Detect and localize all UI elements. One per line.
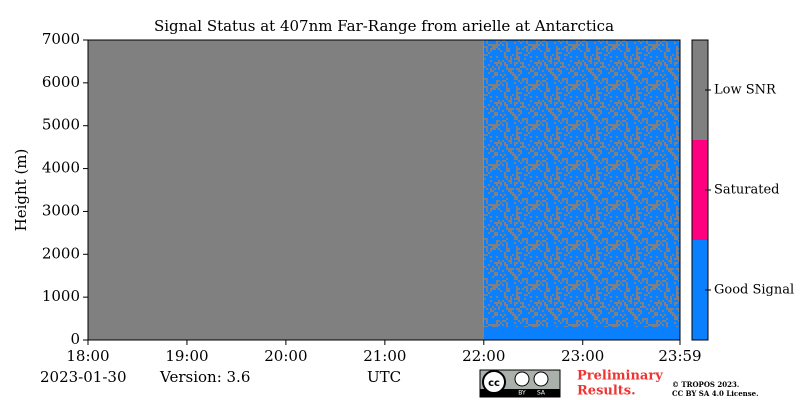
license: © TROPOS 2023. (672, 380, 739, 389)
badge-by: BY (518, 390, 526, 397)
badge-by-icon (514, 371, 530, 387)
y-tick-label: 2000 (42, 244, 80, 262)
y-tick-label: 3000 (42, 201, 80, 219)
status-region (483, 40, 680, 340)
badge-strip (480, 389, 560, 397)
legend-label: Good Signal (714, 283, 794, 298)
x-tick-label: 21:00 (363, 347, 406, 365)
colorbar-swatch (692, 240, 708, 340)
x-tick-label: 19:00 (165, 347, 208, 365)
preliminary: Preliminary (577, 369, 663, 384)
x-tick-label: 20:00 (264, 347, 307, 365)
version: Version: 3.6 (159, 368, 250, 386)
y-tick-label: 0 (70, 330, 80, 348)
x-tick-label: 23:00 (561, 347, 604, 365)
badge-sa-icon (533, 371, 549, 387)
plot-frame (87, 39, 681, 341)
y-tick-label: 6000 (42, 73, 80, 91)
colorbar-swatch (692, 40, 708, 140)
y-tick-label: 5000 (42, 116, 80, 134)
legend-label: Saturated (714, 183, 779, 198)
cc-badge: cc BY SA (479, 369, 561, 398)
status-region (88, 40, 484, 340)
badge-sa: SA (537, 390, 546, 397)
x-tick-label: 18:00 (66, 347, 109, 365)
date: 2023-01-30 (40, 368, 126, 386)
colorbar-swatch (692, 140, 708, 240)
y-tick-label: 4000 (42, 159, 80, 177)
legend-label: Low SNR (714, 83, 777, 98)
y-tick-label: 1000 (42, 287, 80, 305)
status-region (483, 327, 680, 340)
chart-title: Signal Status at 407nm Far-Range from ar… (154, 17, 614, 35)
y-axis-label: Height (m) (12, 149, 30, 232)
x-tick-label: 23:59 (658, 347, 701, 365)
x-tick-label: 22:00 (462, 347, 505, 365)
badge-cc-circle (482, 370, 506, 394)
colorbar-frame (691, 39, 709, 341)
y-tick-label: 7000 (42, 30, 80, 48)
x-axis-label: UTC (367, 368, 401, 386)
badge-cc: cc (488, 378, 500, 389)
preliminary: Results. (577, 384, 636, 399)
license: CC BY SA 4.0 License. (672, 389, 759, 398)
